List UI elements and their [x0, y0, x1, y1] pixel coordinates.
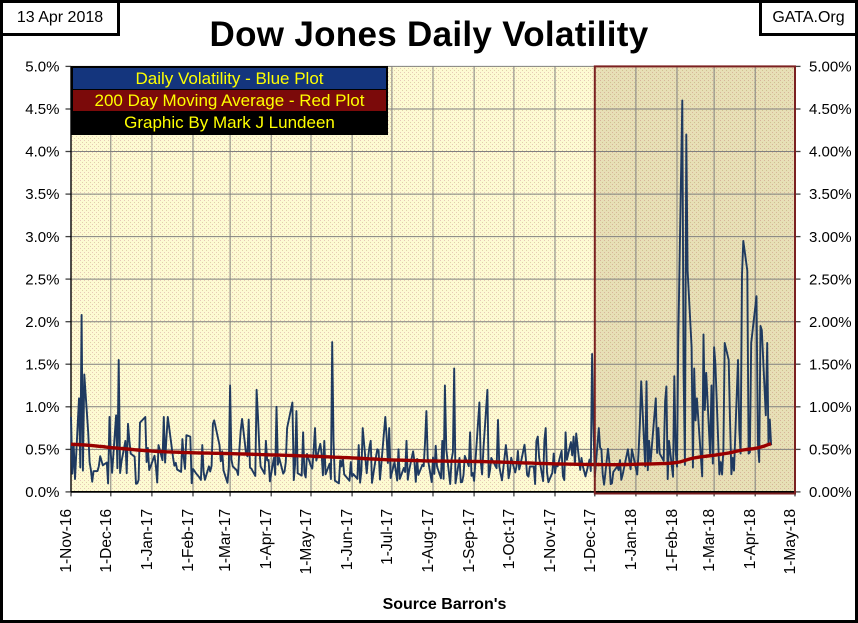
svg-text:1-Sep-17: 1-Sep-17 [461, 509, 478, 573]
svg-text:0.0%: 0.0% [25, 484, 59, 501]
svg-text:1-Mar-17: 1-Mar-17 [217, 509, 234, 572]
svg-text:1-Dec-16: 1-Dec-16 [98, 509, 115, 573]
svg-text:4.5%: 4.5% [25, 101, 59, 118]
svg-text:1-Feb-18: 1-Feb-18 [664, 509, 681, 572]
svg-text:0.5%: 0.5% [25, 442, 59, 459]
svg-text:1-Jun-17: 1-Jun-17 [339, 509, 356, 570]
svg-text:0.00%: 0.00% [809, 484, 852, 501]
svg-text:4.0%: 4.0% [25, 144, 59, 161]
svg-text:4.50%: 4.50% [809, 101, 852, 118]
svg-text:1-Dec-17: 1-Dec-17 [582, 509, 599, 573]
svg-text:1-Apr-18: 1-Apr-18 [742, 509, 759, 569]
svg-text:3.00%: 3.00% [809, 229, 852, 246]
svg-text:3.0%: 3.0% [25, 229, 59, 246]
svg-text:1.0%: 1.0% [25, 399, 59, 416]
svg-text:1-Oct-17: 1-Oct-17 [501, 509, 518, 569]
svg-text:1-Jul-17: 1-Jul-17 [379, 509, 396, 565]
svg-text:1-Aug-17: 1-Aug-17 [420, 509, 437, 573]
svg-text:1.50%: 1.50% [809, 356, 852, 373]
svg-text:1-Apr-17: 1-Apr-17 [258, 509, 275, 569]
svg-text:2.00%: 2.00% [809, 314, 852, 331]
svg-text:2.5%: 2.5% [25, 271, 59, 288]
svg-text:1-Nov-16: 1-Nov-16 [58, 509, 75, 573]
svg-text:3.5%: 3.5% [25, 186, 59, 203]
svg-text:1.00%: 1.00% [809, 399, 852, 416]
svg-text:5.00%: 5.00% [809, 59, 852, 76]
svg-text:3.50%: 3.50% [809, 186, 852, 203]
svg-text:0.50%: 0.50% [809, 442, 852, 459]
svg-text:1.5%: 1.5% [25, 356, 59, 373]
svg-text:1-Nov-17: 1-Nov-17 [542, 509, 559, 573]
svg-text:1-Feb-17: 1-Feb-17 [180, 509, 197, 572]
svg-text:5.0%: 5.0% [25, 59, 59, 76]
svg-text:1-Mar-18: 1-Mar-18 [701, 509, 718, 572]
svg-text:4.00%: 4.00% [809, 144, 852, 161]
svg-text:2.0%: 2.0% [25, 314, 59, 331]
svg-text:2.50%: 2.50% [809, 271, 852, 288]
svg-text:1-Jan-17: 1-Jan-17 [139, 509, 156, 570]
svg-text:1-Jan-18: 1-Jan-18 [623, 509, 640, 570]
svg-text:1-May-18: 1-May-18 [782, 509, 799, 574]
svg-text:1-May-17: 1-May-17 [298, 509, 315, 574]
